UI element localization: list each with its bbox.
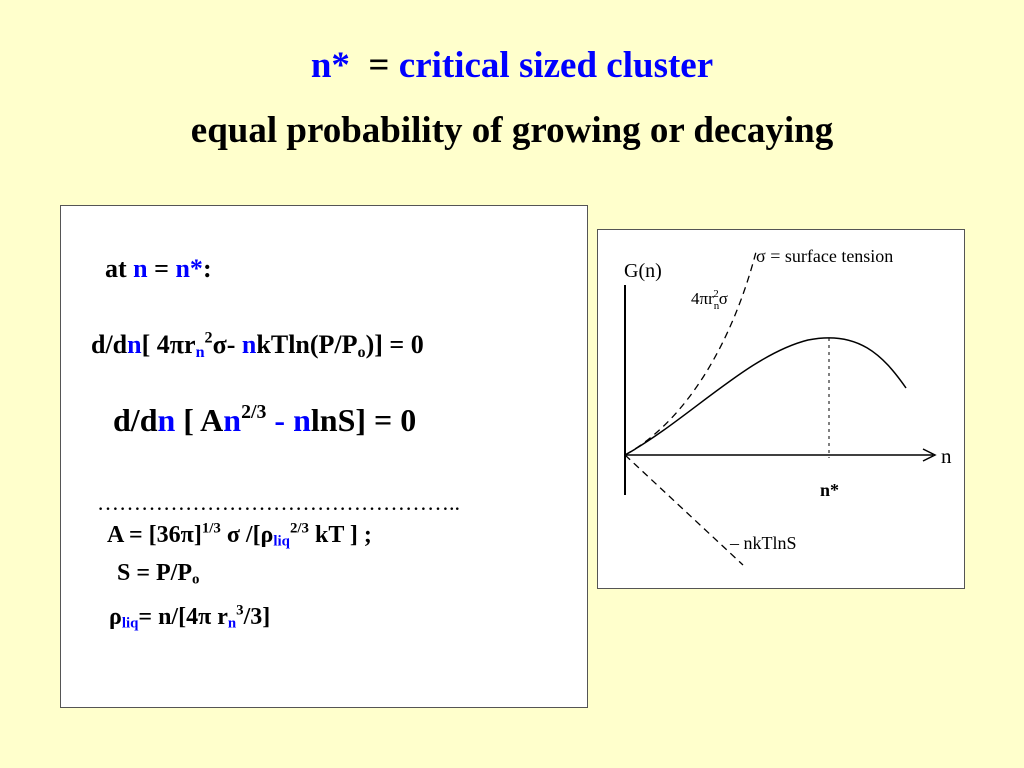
separator-dots: ………………………………………….. <box>97 490 460 515</box>
title-critical-cluster: critical sized cluster <box>398 45 714 86</box>
definition-S: S = P/Po <box>117 560 199 587</box>
title-nstar: n* <box>310 45 350 86</box>
x-axis-arrow <box>922 448 937 462</box>
x-axis-label: n <box>941 444 952 468</box>
title-line-1: n* = critical sized cluster <box>0 44 1024 87</box>
defRho-sub-liq: liq <box>121 615 139 632</box>
defA-sub-liq: liq <box>273 533 290 550</box>
eq1-n2: n <box>241 330 257 359</box>
title-line-2: equal probability of growing or decaying <box>190 110 834 151</box>
defA-end: kT ] ; <box>308 522 372 548</box>
eq1-bracket: [ 4πr <box>141 330 196 359</box>
equation-2: d/dn [ An2/3 - nlnS] = 0 <box>113 402 416 439</box>
eq1-n: n <box>127 330 142 359</box>
definition-rho: ρliq= n/[4π rn3/3] <box>109 602 271 632</box>
cond-nstar: n* <box>175 254 203 283</box>
definition-A: A = [36π]1/3 σ /[ρliq2/3 kT ] ; <box>107 520 372 550</box>
nstar-label: n* <box>820 480 839 500</box>
sigma-definition: σ = surface tension <box>756 246 893 266</box>
eq1-sigma: σ- <box>212 330 236 359</box>
defRho-end: /3] <box>243 604 271 630</box>
defA-pre: A = [36π] <box>107 522 202 548</box>
cond-n: n <box>133 254 148 283</box>
defA-sup-23: 2/3 <box>289 520 309 537</box>
condition-line: at n = n*: <box>105 254 212 284</box>
eq2-dd: d/d <box>113 402 158 438</box>
free-energy-diagram: G(n) n σ = surface tension 4πrn2σ n* – n… <box>624 246 952 566</box>
title-equals: = <box>368 45 390 86</box>
cond-eq: = <box>154 254 169 283</box>
eq1-sub-o: o <box>357 344 366 362</box>
bulk-term-line <box>624 454 744 566</box>
eq2-n2: n <box>223 402 242 438</box>
defS-pre: S = P/P <box>117 560 193 586</box>
defRho-sup-3: 3 <box>236 602 244 619</box>
defRho-sub-n: n <box>227 615 237 632</box>
surface-term-curve <box>624 251 757 456</box>
free-energy-figure: G(n) n σ = surface tension 4πrn2σ n* – n… <box>597 229 965 589</box>
equation-1: d/dn[ 4πrn2σ- nkTln(P/Po)] = 0 <box>91 329 424 362</box>
defA-sup: 1/3 <box>201 520 221 537</box>
y-axis-label: G(n) <box>624 260 662 282</box>
eq2-minus: - <box>274 402 286 438</box>
eq2-n3: n <box>293 402 311 438</box>
eq1-dd: d/d <box>91 330 128 359</box>
eq2-sup: 2/3 <box>241 401 267 424</box>
defRho-rho: ρ <box>109 604 122 630</box>
eq2-rest: lnS] = 0 <box>310 402 417 438</box>
eq2-bracket: [ A <box>183 402 224 438</box>
eq2-n: n <box>157 402 176 438</box>
eq1-end: )] = 0 <box>365 330 424 359</box>
cond-at: at <box>105 254 127 283</box>
defRho-eq: = n/[4π r <box>138 604 228 630</box>
defS-sub-o: o <box>192 571 200 588</box>
eq1-rest: kTln(P/P <box>256 330 358 359</box>
cond-colon: : <box>202 254 212 283</box>
surface-term-label: 4πrn2σ <box>691 288 728 312</box>
eq1-sub-n: n <box>195 344 205 362</box>
total-energy-curve <box>624 337 907 456</box>
defA-mid: σ /[ρ <box>220 522 274 548</box>
bulk-term-label: – nkTlnS <box>729 533 797 553</box>
equation-panel: at n = n*: d/dn[ 4πrn2σ- nkTln(P/Po)] = … <box>60 205 588 708</box>
eq1-sup-2: 2 <box>204 329 213 347</box>
